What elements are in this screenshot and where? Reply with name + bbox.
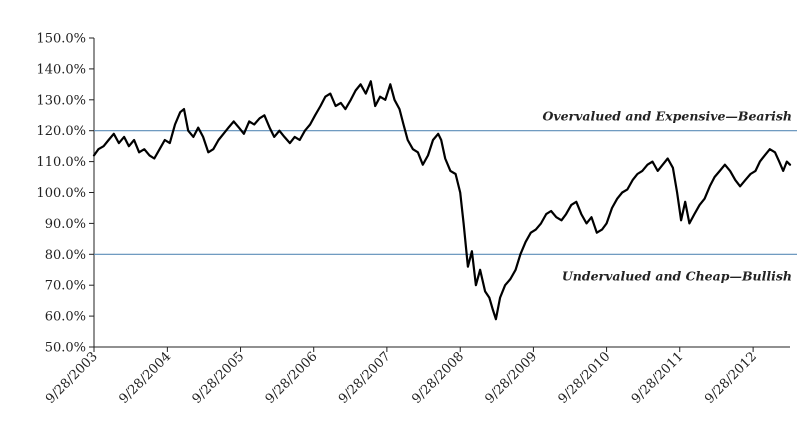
reference-lines	[94, 130, 797, 255]
x-tick-label: 9/28/2006	[263, 349, 321, 407]
y-tick-label: 100.0%	[36, 186, 86, 201]
y-tick-label: 120.0%	[36, 124, 86, 139]
y-tick-label: 110.0%	[36, 155, 86, 170]
x-tick-label: 9/28/2012	[702, 349, 760, 407]
x-tick-label: 9/28/2010	[556, 349, 614, 407]
x-tick-label: 9/28/2009	[482, 349, 540, 407]
annotations: Overvalued and Expensive—Bearish Underval…	[542, 109, 792, 284]
y-tick-label: 130.0%	[36, 93, 86, 108]
y-tick-label: 70.0%	[45, 279, 86, 294]
series-line	[92, 80, 792, 321]
x-tick-label: 9/28/2007	[336, 349, 394, 407]
y-tick-label: 80.0%	[45, 248, 86, 263]
x-tick-label: 9/28/2008	[409, 349, 467, 407]
y-tick-label: 150.0%	[36, 32, 86, 47]
x-axis-ticks: 9/28/2003 9/28/2004 9/28/2005 9/28/2006 9/28…	[43, 347, 760, 407]
y-tick-label: 140.0%	[36, 62, 86, 77]
y-axis-ticks: 150.0% 140.0% 130.0% 120.0% 110.0% 100.0% 90.0…	[36, 32, 94, 356]
plot-area: 150.0% 140.0% 130.0% 120.0% 110.0% 100.0% 90.0…	[36, 32, 797, 407]
y-tick-label: 50.0%	[45, 341, 86, 356]
x-tick-label: 9/28/2003	[43, 349, 101, 407]
x-tick-label: 9/28/2005	[190, 349, 248, 407]
overvalued-annotation: Overvalued and Expensive—Bearish	[542, 109, 792, 124]
x-tick-label: 9/28/2011	[629, 349, 687, 407]
x-tick-label: 9/28/2004	[116, 349, 174, 407]
undervalued-annotation: Undervalued and Cheap—Bullish	[562, 268, 792, 283]
series-layer	[92, 80, 792, 321]
y-tick-label: 60.0%	[45, 310, 86, 325]
y-tick-label: 90.0%	[45, 217, 86, 232]
